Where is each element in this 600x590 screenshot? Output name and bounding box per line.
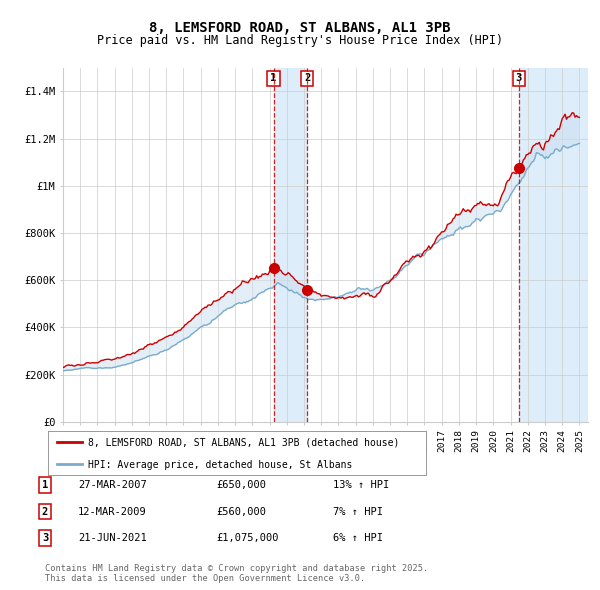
Text: 7% ↑ HPI: 7% ↑ HPI: [333, 507, 383, 516]
Text: Contains HM Land Registry data © Crown copyright and database right 2025.
This d: Contains HM Land Registry data © Crown c…: [45, 563, 428, 583]
Text: £1,075,000: £1,075,000: [216, 533, 278, 543]
Text: 2: 2: [304, 74, 311, 83]
Bar: [274, 68, 307, 422]
Text: HPI: Average price, detached house, St Albans: HPI: Average price, detached house, St A…: [88, 460, 352, 470]
Text: 21-JUN-2021: 21-JUN-2021: [78, 533, 147, 543]
Text: £650,000: £650,000: [216, 480, 266, 490]
Text: 1: 1: [42, 480, 48, 490]
Text: 3: 3: [515, 74, 522, 83]
Text: £560,000: £560,000: [216, 507, 266, 516]
Text: 12-MAR-2009: 12-MAR-2009: [78, 507, 147, 516]
Text: 1: 1: [271, 74, 277, 83]
Text: 3: 3: [42, 533, 48, 543]
Text: 2: 2: [42, 507, 48, 516]
Text: 6% ↑ HPI: 6% ↑ HPI: [333, 533, 383, 543]
Text: 8, LEMSFORD ROAD, ST ALBANS, AL1 3PB (detached house): 8, LEMSFORD ROAD, ST ALBANS, AL1 3PB (de…: [88, 438, 399, 448]
Text: 8, LEMSFORD ROAD, ST ALBANS, AL1 3PB: 8, LEMSFORD ROAD, ST ALBANS, AL1 3PB: [149, 21, 451, 35]
Text: Price paid vs. HM Land Registry's House Price Index (HPI): Price paid vs. HM Land Registry's House …: [97, 34, 503, 47]
Text: 27-MAR-2007: 27-MAR-2007: [78, 480, 147, 490]
Bar: [518, 68, 588, 422]
Text: 13% ↑ HPI: 13% ↑ HPI: [333, 480, 389, 490]
